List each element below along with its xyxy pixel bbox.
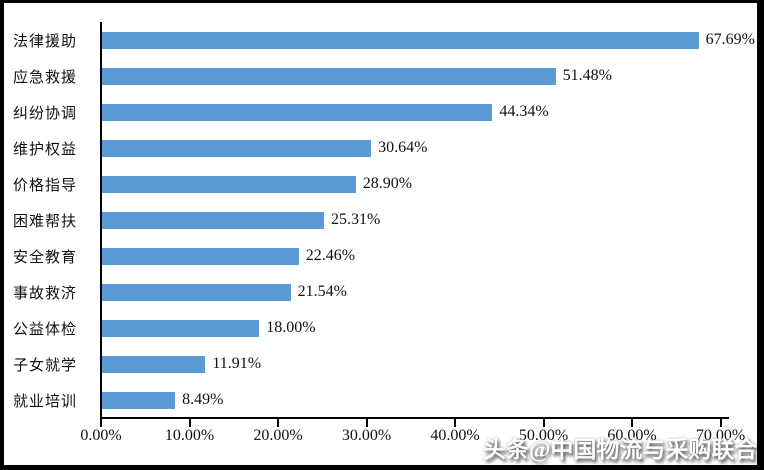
- bar-row: 公益体检 18.00%: [13, 310, 755, 346]
- value-label: 21.54%: [297, 283, 347, 300]
- bar-track: 21.54%: [100, 283, 755, 301]
- x-axis-tick-label: 60.00%: [607, 427, 657, 444]
- category-label: 安全教育: [13, 249, 78, 266]
- category-label: 事故救济: [13, 285, 78, 302]
- x-axis-tick: [631, 419, 633, 427]
- bar: [100, 103, 493, 121]
- value-label: 22.46%: [305, 247, 356, 264]
- x-axis-tick: [100, 419, 102, 427]
- value-label: 11.91%: [212, 355, 262, 372]
- bar: [100, 283, 291, 301]
- x-axis-tick: [719, 419, 722, 427]
- category-label: 子女就学: [13, 357, 78, 374]
- bar: [100, 175, 356, 193]
- bar: [100, 67, 556, 85]
- bar: [100, 139, 372, 157]
- y-axis-line: [100, 22, 102, 419]
- bar-track: 28.90%: [100, 175, 755, 193]
- bar-track: 25.31%: [100, 211, 755, 229]
- bar: [100, 391, 176, 409]
- bar-row: 维护权益 30.64%: [13, 130, 755, 166]
- value-label: 25.31%: [330, 211, 381, 228]
- category-label: 纠纷协调: [13, 105, 78, 122]
- value-label: 30.64%: [378, 139, 428, 156]
- x-axis-tick: [542, 419, 545, 427]
- x-axis-tick-label: 0.00%: [80, 427, 122, 444]
- value-label: 51.48%: [562, 67, 612, 84]
- value-label: 28.90%: [362, 175, 413, 192]
- bar-row: 事故救济 21.54%: [13, 274, 755, 310]
- category-label: 价格指导: [13, 177, 78, 194]
- bar: [100, 319, 260, 337]
- bar: [100, 247, 299, 265]
- bar-row: 法律援助 67.69%: [13, 22, 755, 58]
- category-label: 法律援助: [13, 33, 78, 50]
- category-label: 应急救援: [13, 69, 78, 86]
- value-label: 44.34%: [499, 103, 549, 120]
- bar-rows-container: 法律援助 67.69% 应急救援 51.48% 纠纷协调 44.34% 维护权益 30.64%…: [13, 22, 755, 418]
- x-axis-tick: [365, 419, 368, 427]
- x-axis-tick-label: 10.00%: [164, 427, 215, 444]
- bar: [100, 211, 324, 229]
- x-axis-tick-label: 20.00%: [253, 427, 303, 444]
- bar-track: 30.64%: [100, 139, 755, 157]
- bar-track: 51.48%: [100, 67, 755, 85]
- value-label: 67.69%: [705, 31, 755, 48]
- x-axis-tick: [277, 419, 279, 427]
- bar-row: 应急救援 51.48%: [13, 58, 755, 94]
- category-label: 困难帮扶: [13, 213, 78, 230]
- bar-row: 安全教育 22.46%: [13, 238, 755, 274]
- bar-track: 18.00%: [100, 319, 755, 337]
- x-axis-tick-label: 30.00%: [341, 427, 392, 444]
- watermark: 头条@中国物流与采购联合会: [483, 437, 764, 462]
- bar: [100, 355, 206, 373]
- x-axis-tick: [188, 419, 191, 427]
- bar-track: 44.34%: [100, 103, 755, 121]
- bar-row: 纠纷协调 44.34%: [13, 94, 755, 130]
- x-axis-tick: [454, 419, 456, 427]
- x-axis-line: [100, 417, 729, 419]
- bar-track: 67.69%: [99, 31, 755, 49]
- bar-track: 11.91%: [100, 355, 755, 373]
- value-label: 18.00%: [266, 319, 316, 336]
- x-axis-tick-label: 40.00%: [430, 427, 480, 444]
- category-label: 就业培训: [13, 393, 78, 410]
- category-label: 维护权益: [13, 141, 78, 158]
- bar-row: 就业培训 8.49%: [13, 382, 755, 418]
- bar-track: 22.46%: [100, 247, 755, 265]
- bar: [99, 31, 699, 49]
- bar-row: 困难帮扶 25.31%: [13, 202, 755, 238]
- value-label: 8.49%: [182, 391, 224, 408]
- bar-row: 价格指导 28.90%: [13, 166, 755, 202]
- bar-row: 子女就学 11.91%: [13, 346, 755, 382]
- category-label: 公益体检: [13, 321, 78, 338]
- x-axis-tick-label: 70.00%: [695, 427, 746, 444]
- x-axis-tick-label: 50.00%: [518, 427, 569, 444]
- bar-track: 8.49%: [100, 391, 755, 409]
